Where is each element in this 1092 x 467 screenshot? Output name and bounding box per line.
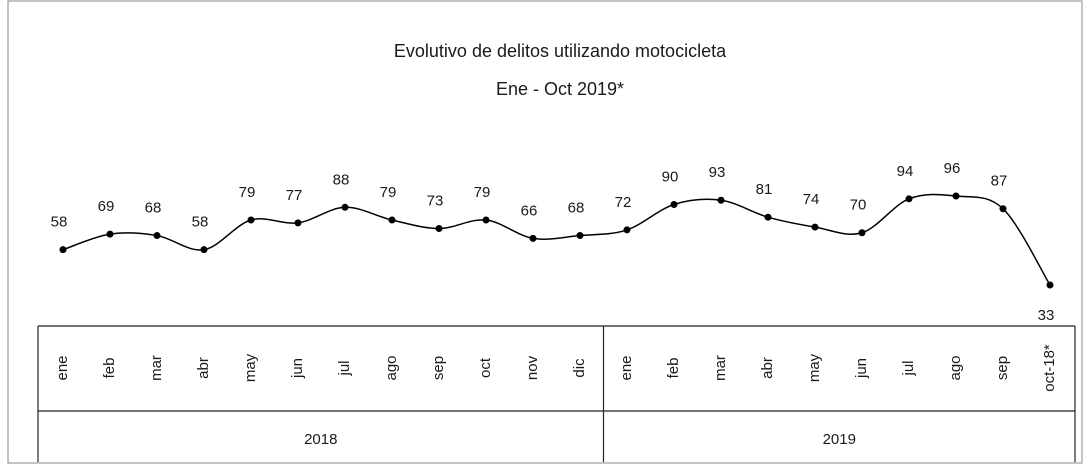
x-tick-label: mar [712,355,729,381]
group-label: 2018 [304,431,337,448]
data-label: 69 [98,198,115,215]
point [153,232,161,240]
x-tick-label: ago [383,355,400,380]
x-tick-label: may [806,353,823,382]
x-tick-label: mar [148,355,165,381]
chart-subtitle: Ene - Oct 2019* [496,79,624,99]
data-label: 81 [756,181,773,198]
x-tick-label: oct [477,357,494,378]
point [482,216,490,224]
x-tick-label: nov [524,355,541,380]
data-label: 94 [897,163,914,180]
point [623,226,631,234]
data-label: 58 [51,214,68,231]
data-label: 79 [380,184,397,201]
data-label: 79 [474,184,491,201]
x-tick-label: abr [195,357,212,379]
x-tick-label: sep [430,356,447,380]
frame [7,0,1083,464]
data-label: 90 [662,168,679,185]
data-label: 68 [145,200,162,217]
point [576,232,584,240]
x-tick-label: ene [618,355,635,380]
point [341,203,349,211]
x-tick-label: may [242,353,259,382]
x-tick-label: feb [101,358,118,379]
point [388,216,396,224]
data-label: 33 [1038,307,1055,324]
data-label: 68 [568,200,585,217]
x-tick-label: ene [54,355,71,380]
x-tick-label: ago [947,355,964,380]
data-label: 77 [286,187,303,204]
point [59,246,67,254]
data-label: 58 [192,214,209,231]
x-tick-label: oct-18* [1041,344,1058,392]
x-tick-label: abr [759,357,776,379]
point [106,230,114,238]
point [952,192,960,200]
x-tick-label: jul [336,360,353,376]
point [905,195,913,203]
data-label: 96 [944,160,961,177]
x-tick-label: sep [994,356,1011,380]
point [764,213,772,221]
x-tick-label: feb [665,358,682,379]
point [247,216,255,224]
point [200,246,208,254]
point [811,223,819,231]
data-label: 73 [427,192,444,209]
x-tick-label: jul [900,360,917,376]
data-label: 93 [709,164,726,181]
group-label: 2019 [823,431,856,448]
point [999,205,1007,213]
line [62,193,1051,286]
data-label: 66 [521,202,538,219]
data-label: 87 [991,173,1008,190]
data-label: 79 [239,184,256,201]
point [529,234,537,242]
point [670,200,678,208]
point [1046,281,1054,289]
data-label: 72 [615,194,632,211]
data-label: 88 [333,171,350,188]
x-tick-label: jun [289,358,306,379]
point [435,224,443,232]
chart-title: Evolutivo de delitos utilizando motocicl… [394,41,727,61]
x-tick-label: dic [571,358,588,378]
point [294,219,302,227]
data-label: 74 [803,191,820,208]
point [858,229,866,237]
x-tick-label: jun [853,358,870,379]
point [717,196,725,204]
data-label: 70 [850,197,867,214]
